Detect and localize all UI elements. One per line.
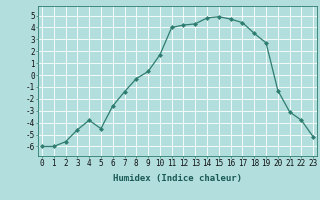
X-axis label: Humidex (Indice chaleur): Humidex (Indice chaleur)	[113, 174, 242, 183]
